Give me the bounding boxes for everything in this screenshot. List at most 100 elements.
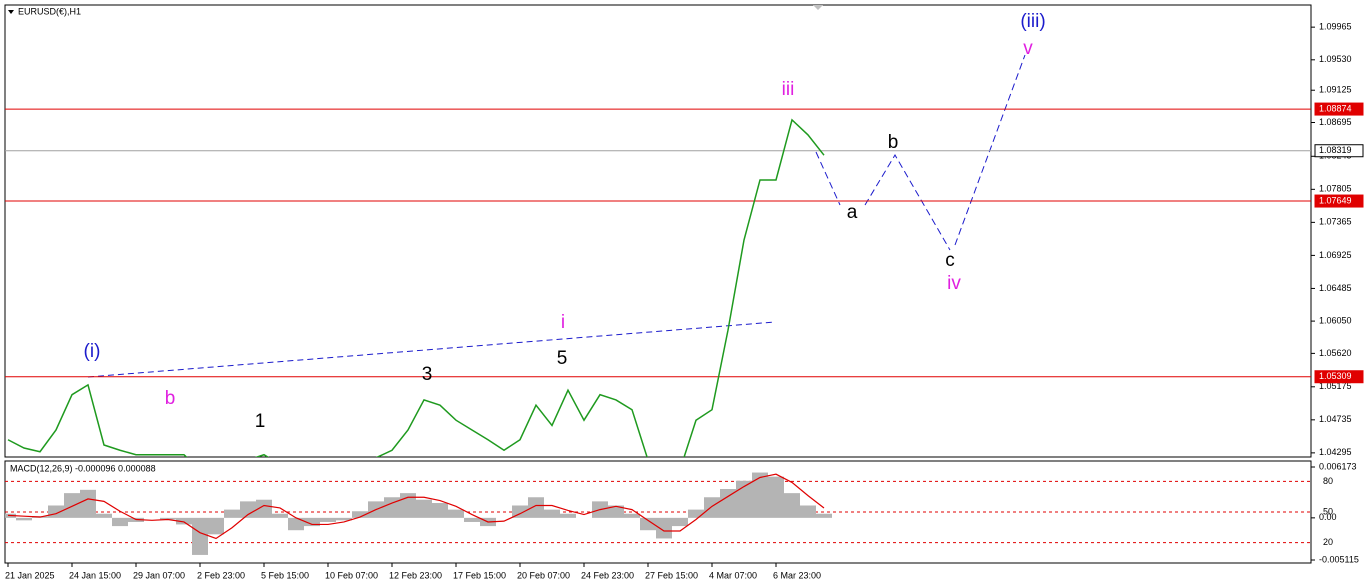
macd-bar	[608, 505, 624, 518]
macd-bar	[352, 511, 368, 518]
x-tick-label: 10 Feb 07:00	[325, 570, 378, 580]
macd-bar	[656, 517, 672, 539]
x-tick-label: 2 Feb 23:00	[197, 570, 245, 580]
macd-title: MACD(12,26,9) -0.000096 0.000088	[10, 463, 156, 473]
y-tick-label: 1.07365	[1319, 217, 1352, 227]
macd-bar	[768, 476, 784, 518]
main-panel	[4, 4, 1312, 458]
y-tick-label: 1.05175	[1319, 381, 1352, 391]
y-tick-label: 1.09125	[1319, 85, 1352, 95]
macd-bar	[624, 513, 640, 518]
x-tick-label: 24 Jan 15:00	[69, 570, 121, 580]
macd-bar	[96, 513, 112, 518]
price-level-box	[1314, 144, 1364, 158]
y-tick-label: 1.09530	[1319, 54, 1352, 64]
signal-line	[7, 473, 825, 540]
macd-bar	[704, 497, 720, 518]
macd-bar	[528, 497, 544, 518]
macd-bar	[416, 499, 432, 518]
macd-bar	[64, 493, 80, 518]
wave-label: 5	[557, 348, 568, 369]
macd-bar	[560, 513, 576, 518]
macd-bar	[544, 509, 560, 518]
x-tick-label: 29 Jan 07:00	[133, 570, 185, 580]
price-level-box	[1314, 370, 1364, 384]
trend-line	[87, 321, 776, 378]
macd-bar	[160, 517, 176, 520]
y-tick-label: 1.07805	[1319, 184, 1352, 194]
y-tick-label: -0.005115	[1319, 554, 1359, 564]
macd-bar	[240, 501, 256, 518]
macd-bar	[784, 493, 800, 518]
macd-bar	[208, 517, 224, 535]
y-tick-label: 1.06050	[1319, 315, 1352, 325]
wave-label: (i)	[84, 341, 101, 362]
shift-marker	[813, 5, 823, 10]
wave-label: 1	[255, 411, 266, 432]
macd-bar	[272, 513, 288, 518]
macd-bar	[224, 509, 240, 518]
macd-bar	[256, 499, 272, 518]
x-tick-label: 21 Jan 2025	[5, 570, 55, 580]
wave-label: b	[888, 132, 899, 153]
x-tick-label: 6 Mar 23:00	[773, 570, 821, 580]
macd-bar	[640, 517, 656, 531]
macd-bar	[720, 489, 736, 518]
wave-label: c	[945, 250, 955, 271]
macd-bar	[192, 517, 208, 555]
price-level-label: 1.08319	[1319, 145, 1352, 155]
axes: 1.099651.095301.091251.086951.082451.078…	[5, 22, 1364, 580]
x-tick-label: 12 Feb 23:00	[389, 570, 442, 580]
macd-bar	[432, 503, 448, 518]
y-tick-label: 1.08695	[1319, 117, 1352, 127]
x-tick-label: 5 Feb 15:00	[261, 570, 309, 580]
macd-bar	[672, 517, 688, 527]
y-tick-label: 1.04735	[1319, 414, 1352, 424]
macd-bar	[816, 513, 832, 518]
y-tick-label: 1.05620	[1319, 348, 1352, 358]
price-level-label: 1.08874	[1319, 103, 1352, 113]
price-line	[7, 118, 825, 457]
macd-bar	[80, 489, 96, 518]
y2-tick-label: 50	[1323, 506, 1333, 516]
y-tick-label: 1.09965	[1319, 22, 1352, 32]
y-tick-label: 1.04295	[1319, 447, 1352, 457]
menu-arrow	[8, 10, 14, 14]
x-tick-label: 17 Feb 15:00	[453, 570, 506, 580]
macd-bar	[336, 517, 352, 521]
macd-bar	[176, 517, 192, 525]
x-tick-label: 24 Feb 23:00	[581, 570, 634, 580]
macd-bar	[304, 517, 320, 527]
x-tick-label: 4 Mar 07:00	[709, 570, 757, 580]
wave-projection	[864, 154, 951, 251]
macd-bar	[112, 517, 128, 527]
y2-tick-label: 20	[1323, 537, 1333, 547]
y-tick-label: 0.00	[1319, 512, 1337, 522]
macd-bar	[320, 517, 336, 522]
wave-label: 3	[422, 364, 433, 385]
macd-bar	[448, 509, 464, 518]
wave-label: v	[1023, 38, 1033, 59]
wave-label: b	[165, 388, 176, 409]
wave-label: (iii)	[1020, 11, 1045, 32]
y-tick-label: 1.06925	[1319, 250, 1352, 260]
wave-projection	[815, 151, 841, 206]
price-level-box	[1314, 194, 1364, 208]
wave-label: iii	[782, 79, 795, 100]
symbol-label: EURUSD(€),H1	[18, 6, 81, 16]
macd-bar	[736, 480, 752, 518]
macd-bar	[288, 517, 304, 531]
price-level-box	[1314, 102, 1364, 116]
main-plot	[5, 54, 1311, 457]
macd-bar	[752, 472, 768, 518]
wave-label: a	[847, 202, 858, 223]
macd-bar	[800, 505, 816, 518]
x-tick-label: 27 Feb 15:00	[645, 570, 698, 580]
wave-label: i	[561, 312, 565, 333]
wave-label: iv	[947, 273, 961, 294]
price-level-label: 1.07649	[1319, 195, 1352, 205]
macd-bar	[512, 505, 528, 518]
price-level-label: 1.05309	[1319, 371, 1352, 381]
y-tick-label: 1.06485	[1319, 283, 1352, 293]
